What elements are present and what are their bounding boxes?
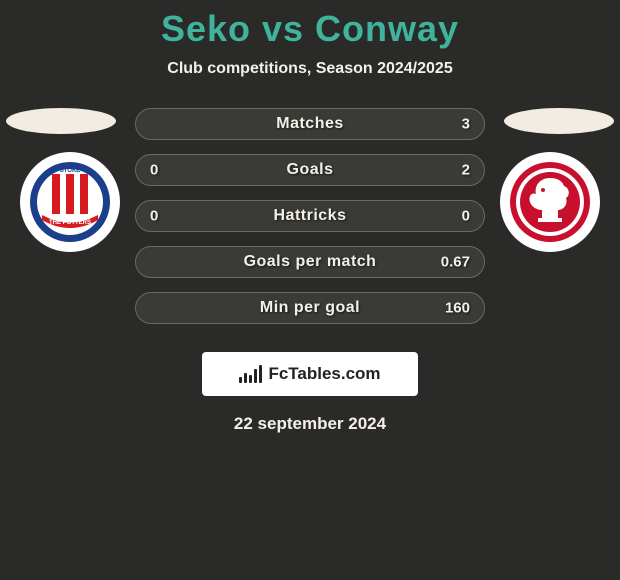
stat-right-val: 160 [445, 300, 470, 317]
stat-right-val: 0.67 [441, 254, 470, 271]
brand-label: FcTables.com [268, 364, 380, 384]
stat-row-gpm: Goals per match 0.67 [135, 246, 485, 278]
date-label: 22 september 2024 [0, 414, 620, 434]
brand-box: FcTables.com [202, 352, 418, 396]
stat-label: Min per goal [260, 299, 360, 317]
chart-bars-icon [239, 365, 262, 383]
page-title: Seko vs Conway [0, 0, 620, 50]
stat-label: Goals [287, 161, 334, 179]
stat-left-val: 0 [150, 162, 158, 179]
club-badge-right [500, 152, 600, 252]
stat-row-hattricks: 0 Hattricks 0 [135, 200, 485, 232]
stats-rows: Matches 3 0 Goals 2 0 Hattricks 0 Goals … [135, 108, 485, 338]
comparison-card: Seko vs Conway Club competitions, Season… [0, 0, 620, 580]
stat-label: Goals per match [244, 253, 377, 271]
svg-text:STOKE: STOKE [60, 168, 81, 174]
stat-right-val: 3 [462, 116, 470, 133]
stat-row-mpg: Min per goal 160 [135, 292, 485, 324]
stat-right-val: 2 [462, 162, 470, 179]
stat-label: Hattricks [274, 207, 347, 225]
club-badge-left: THE POTTERS STOKE [20, 152, 120, 252]
stat-right-val: 0 [462, 208, 470, 225]
svg-text:THE POTTERS: THE POTTERS [49, 220, 91, 226]
player-ellipse-left [6, 108, 116, 134]
stat-left-val: 0 [150, 208, 158, 225]
stats-area: THE POTTERS STOKE Matches 3 0 Goals [0, 108, 620, 348]
middlesbrough-crest-icon [508, 160, 592, 244]
subtitle: Club competitions, Season 2024/2025 [0, 60, 620, 78]
stoke-city-crest-icon: THE POTTERS STOKE [28, 160, 112, 244]
stat-label: Matches [276, 115, 344, 133]
player-ellipse-right [504, 108, 614, 134]
stat-row-goals: 0 Goals 2 [135, 154, 485, 186]
stat-row-matches: Matches 3 [135, 108, 485, 140]
